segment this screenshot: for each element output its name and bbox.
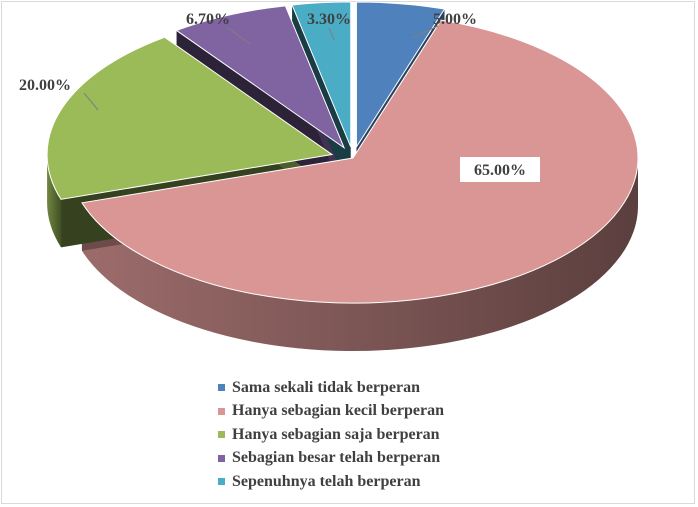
data-label-box [460, 157, 540, 182]
legend-label: Hanya sebagian kecil berperan [232, 402, 445, 420]
chart-legend: Sama sekali tidak berperan Hanya sebagian… [218, 376, 538, 494]
pie-slice [81, 19, 639, 304]
pie-slice [291, 1, 352, 148]
leader-line [227, 27, 251, 45]
legend-item: Hanya sebagian saja berperan [218, 423, 538, 447]
legend-label: Hanya sebagian saja berperan [232, 425, 440, 443]
legend-swatch [218, 478, 225, 486]
pie-top-group [46, 1, 639, 304]
leader-line [411, 25, 439, 39]
pie-slice [175, 5, 346, 150]
leader-line [328, 27, 335, 41]
legend-item: Sebagian besar telah berperan [218, 447, 538, 471]
data-label: 20.00% [19, 77, 71, 94]
legend-item: Sama sekali tidak berperan [218, 376, 538, 400]
legend-swatch [218, 407, 225, 415]
legend-label: Sepenuhnya telah berperan [232, 472, 421, 490]
legend-swatch [218, 431, 225, 439]
legend-swatch [218, 384, 225, 392]
data-label: 3.30% [307, 11, 351, 28]
pie-slice [355, 1, 446, 149]
legend-swatch [218, 454, 225, 462]
pie-slice-side [81, 158, 638, 351]
legend-item: Sepenuhnya telah berperan [218, 470, 538, 494]
pie-slice [46, 36, 334, 200]
legend-item: Hanya sebagian kecil berperan [218, 400, 538, 424]
data-label: 65.00% [474, 162, 526, 179]
legend-label: Sebagian besar telah berperan [232, 449, 441, 467]
data-label: 6.70% [186, 11, 230, 28]
leader-line [83, 92, 99, 111]
data-label: 5.00% [433, 11, 477, 28]
legend-label: Sama sekali tidak berperan [232, 378, 421, 396]
